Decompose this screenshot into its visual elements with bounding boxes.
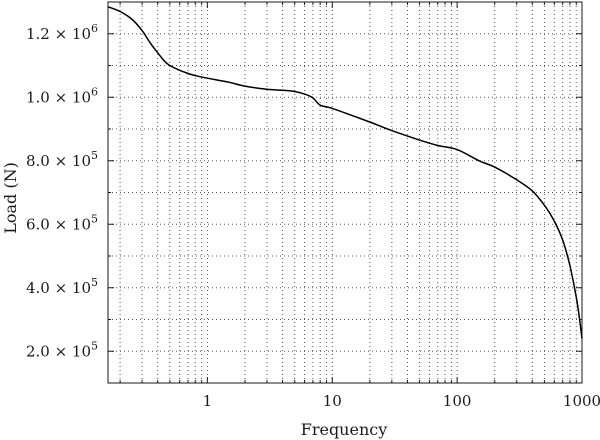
y-axis-title: Load (N)	[1, 162, 20, 234]
y-tick-label: 2.0 × 105	[26, 339, 98, 360]
series-line-load	[107, 6, 583, 339]
x-axis-title: Frequency	[301, 420, 388, 439]
y-tick-label: 8.0 × 105	[26, 149, 98, 170]
x-tick-label: 1000	[563, 392, 600, 410]
y-tick-label: 6.0 × 105	[26, 212, 98, 233]
x-tick-label: 100	[443, 392, 472, 410]
y-tick-label: 1.0 × 106	[26, 85, 98, 106]
y-tick-labels: 2.0 × 105 4.0 × 105 6.0 × 105 8.0 × 105 1.0 …	[26, 22, 98, 361]
x-tick-label: 10	[323, 392, 342, 410]
grid	[108, 2, 582, 383]
x-tick-label: 1	[203, 392, 213, 410]
y-tick-label: 4.0 × 105	[26, 276, 98, 297]
x-tick-labels: 1 10 100 1000	[203, 392, 600, 410]
y-tick-label: 1.2 × 106	[26, 22, 98, 43]
ticks	[108, 2, 582, 383]
